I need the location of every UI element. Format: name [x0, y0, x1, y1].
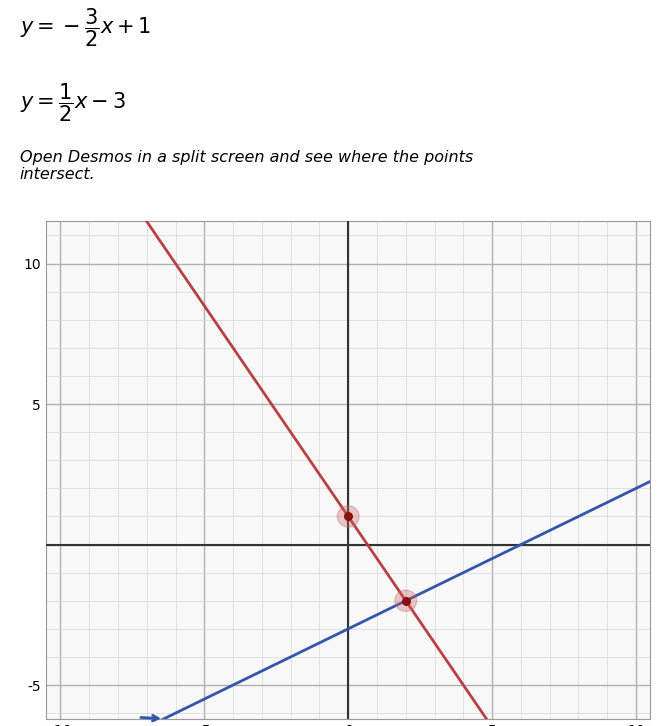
- Text: $y = \dfrac{1}{2}x - 3$: $y = \dfrac{1}{2}x - 3$: [20, 81, 125, 124]
- Text: $y = -\dfrac{3}{2}x + 1$: $y = -\dfrac{3}{2}x + 1$: [20, 7, 151, 49]
- Circle shape: [395, 590, 417, 611]
- Circle shape: [337, 506, 359, 527]
- Text: Open Desmos in a split screen and see where the points
intersect.: Open Desmos in a split screen and see wh…: [20, 150, 473, 182]
